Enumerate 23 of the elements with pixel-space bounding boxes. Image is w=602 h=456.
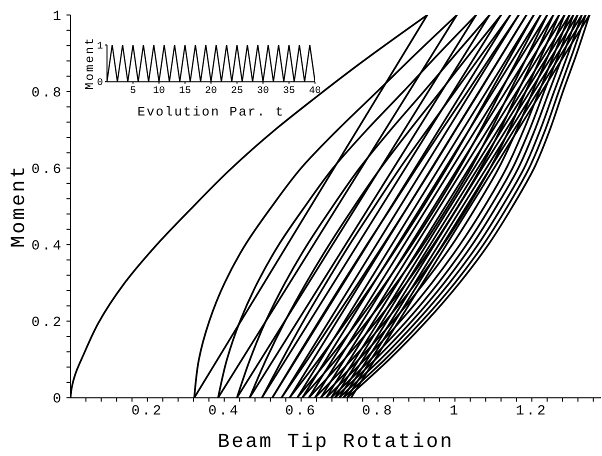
x-tick-label: 0.6 [285,404,318,420]
x-tick-label: 30 [256,86,270,97]
x-tick-label: 0.4 [208,404,240,420]
y-axis-title: Moment [8,164,31,248]
x-tick-label: 10 [152,86,166,97]
x-tick-label: 25 [230,86,244,97]
x-tick-label: 5 [130,86,136,97]
y-tick-label: 0 [96,78,103,90]
y-tick-label: 0.4 [31,238,64,255]
x-tick-label: 0.2 [131,404,164,420]
x-axis-title: Evolution Par. t [137,104,285,120]
y-tick-label: 0.2 [31,315,64,332]
x-tick-label: 1 [450,404,460,420]
x-tick-label: 35 [282,86,296,97]
y-axis-title: Moment [83,36,97,90]
y-tick-label: 0.6 [31,162,64,178]
x-tick-label: 15 [178,86,192,97]
y-tick-label: 1 [52,8,64,25]
x-tick-label: 0.8 [362,404,394,420]
y-tick-label: 0 [52,392,64,408]
x-tick-label: 1.2 [516,404,548,420]
x-tick-label: 20 [204,86,218,97]
x-axis-title: Beam Tip Rotation [218,431,454,454]
